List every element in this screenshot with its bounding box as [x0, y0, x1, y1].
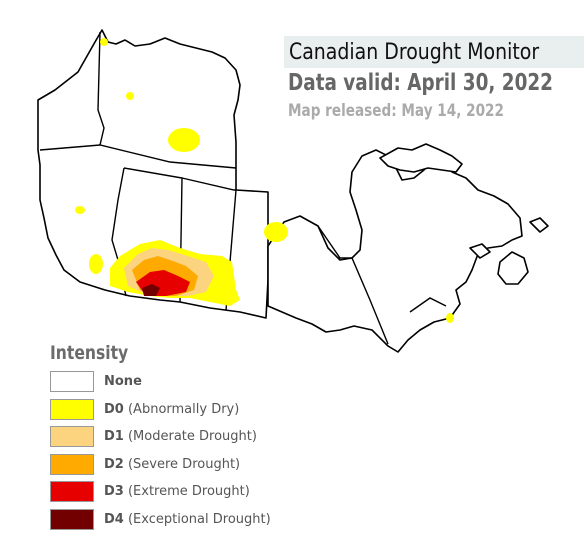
legend-code: D4	[104, 511, 124, 527]
legend-row-d2: D2 (Severe Drought)	[50, 451, 271, 479]
legend-row-d3: D3 (Extreme Drought)	[50, 478, 271, 506]
d4-prairies	[142, 284, 160, 296]
legend-code: None	[104, 374, 142, 390]
legend-code: D1	[104, 429, 124, 445]
legend-swatch	[50, 508, 94, 530]
legend-label: None	[104, 374, 142, 389]
d0-nunavut-area	[168, 128, 200, 152]
title-box: Canadian Drought Monitor	[284, 36, 584, 68]
territories-south-border	[39, 144, 237, 169]
legend-title: Intensity	[50, 342, 129, 364]
small-island-1	[469, 243, 491, 259]
legend-label: D3 (Extreme Drought)	[104, 484, 250, 499]
map-released-date: Map released: May 14, 2022	[288, 101, 504, 121]
legend-swatch	[50, 481, 94, 503]
legend-label: D4 (Exceptional Drought)	[104, 512, 271, 527]
legend-label: D1 (Moderate Drought)	[104, 429, 257, 444]
legend-desc: (Abnormally Dry)	[127, 401, 240, 417]
legend-label: D2 (Severe Drought)	[104, 457, 240, 472]
map-title: Canadian Drought Monitor	[289, 39, 540, 65]
legend-swatch	[50, 453, 94, 475]
legend-swatch	[50, 398, 94, 420]
yukon-border	[97, 31, 105, 146]
legend-code: D3	[104, 484, 124, 500]
legend-row-d0: D0 (Abnormally Dry)	[50, 396, 271, 424]
western-canada-outline	[37, 29, 269, 319]
d0-nwt-spot	[126, 92, 134, 100]
legend-code: D2	[104, 456, 124, 472]
d0-yukon-spot	[100, 38, 108, 46]
eastern-canada-outline	[267, 149, 523, 353]
small-island-2	[529, 217, 549, 233]
legend-desc: (Severe Drought)	[127, 456, 241, 472]
newfoundland	[497, 251, 529, 285]
legend-row-d4: D4 (Exceptional Drought)	[50, 506, 271, 534]
d0-atlantic-spot	[446, 313, 454, 323]
sask-manitoba-border	[181, 177, 237, 311]
legend-code: D0	[104, 401, 124, 417]
atlantic-border	[409, 297, 447, 313]
legend-label: D0 (Abnormally Dry)	[104, 402, 239, 417]
baffin-island	[379, 143, 463, 173]
data-valid-date: Data valid: April 30, 2022	[288, 70, 553, 96]
d0-bc-spot	[75, 206, 85, 214]
legend-row-none: None	[50, 368, 271, 396]
d0-ontario-north	[264, 222, 288, 242]
drought-areas	[75, 38, 454, 323]
legend-desc: (Extreme Drought)	[127, 484, 250, 500]
legend-desc: (Exceptional Drought)	[127, 511, 271, 527]
d0-bc-coast	[89, 254, 103, 274]
legend-swatch	[50, 371, 94, 393]
legend-swatch	[50, 426, 94, 448]
legend-row-d1: D1 (Moderate Drought)	[50, 423, 271, 451]
legend-desc: (Moderate Drought)	[127, 429, 257, 445]
quebec-ontario-border	[317, 225, 389, 345]
legend: None D0 (Abnormally Dry) D1 (Moderate Dr…	[50, 368, 271, 533]
